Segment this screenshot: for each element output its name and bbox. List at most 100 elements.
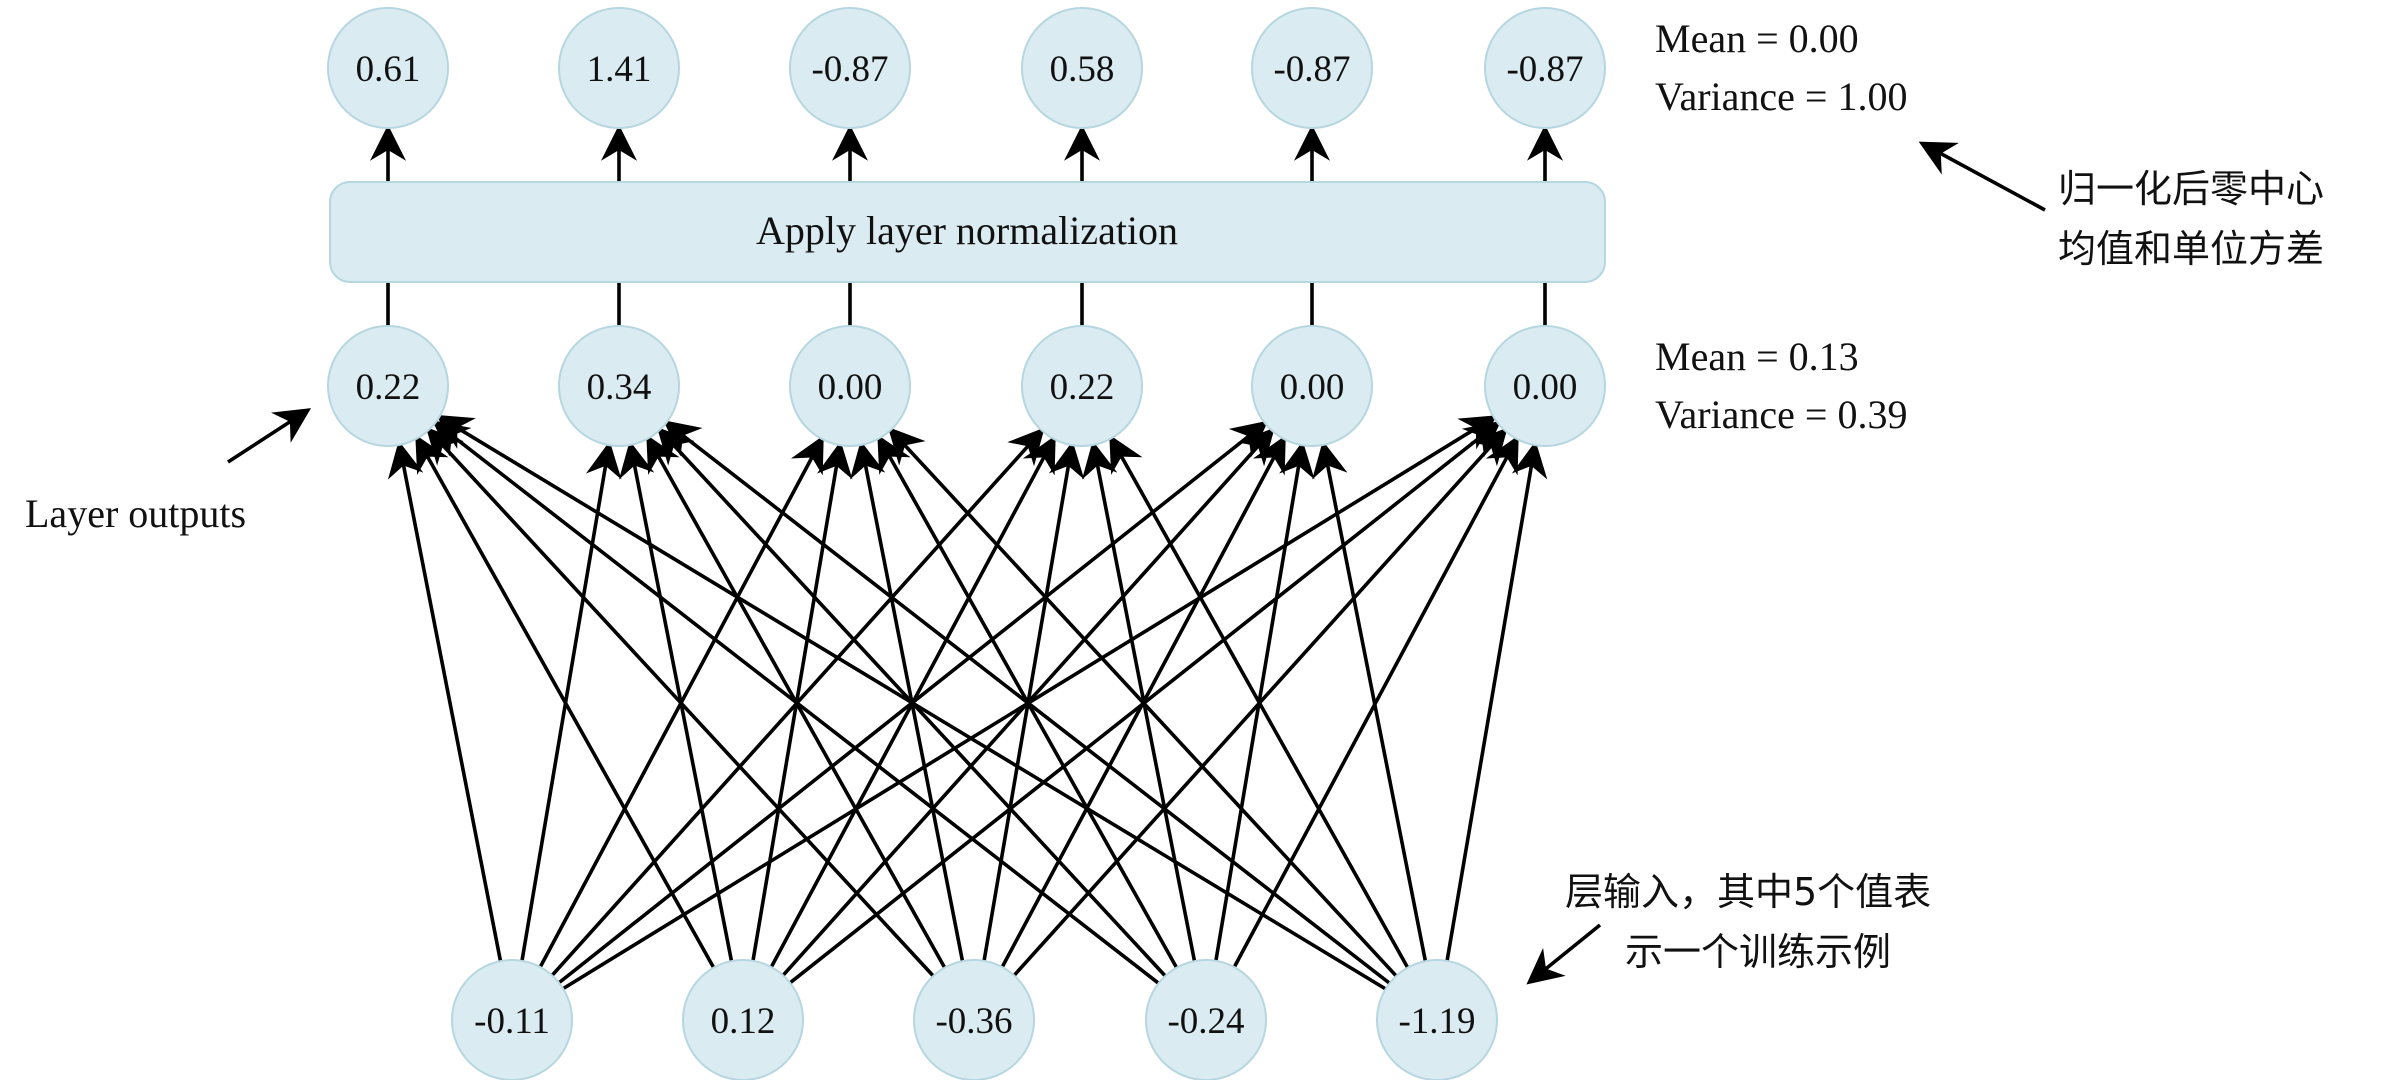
- input-to-output-arrow: [1219, 435, 1519, 992]
- input-to-output-arrow: [887, 426, 1416, 998]
- input-to-output-arrow: [387, 440, 508, 988]
- after-normalization-stats: Mean = 0.00 Variance = 1.00: [1655, 16, 1907, 119]
- normalized-output-node: -0.87: [1484, 7, 1606, 129]
- layer-input-node-value: -0.36: [935, 1001, 1012, 1042]
- layer-output-node: 0.00: [1484, 325, 1606, 447]
- input-to-output-arrow: [767, 420, 1502, 1001]
- layer-input-node: 0.12: [682, 959, 804, 1080]
- input-to-output-arrow: [987, 435, 1286, 992]
- before-variance: Variance = 0.39: [1655, 392, 1907, 437]
- input-to-output-arrow: [415, 434, 729, 993]
- normalized-output-node-value: 1.41: [587, 49, 652, 90]
- input-to-output-arrow: [1440, 441, 1548, 988]
- connection-arrows: [387, 414, 1548, 1005]
- layer-output-node: 0.22: [1021, 325, 1143, 447]
- layer-input-node-circle: [913, 959, 1035, 1080]
- input-to-output-arrow: [618, 440, 739, 988]
- normalized-output-nodes: 0.61 1.41 -0.87 0.58 -0.87 -0.87: [327, 7, 1606, 129]
- layer-output-node: 0.34: [558, 325, 680, 447]
- normalized-output-node-circle: [1251, 7, 1373, 129]
- layer-input-node-value: -0.11: [474, 1001, 550, 1042]
- inputs-note-line2: 示一个训练示例: [1625, 930, 1891, 974]
- before-mean: Mean = 0.13: [1655, 334, 1859, 379]
- layer-input-node: -0.24: [1145, 959, 1267, 1080]
- before-normalization-stats: Mean = 0.13 Variance = 0.39: [1655, 334, 1907, 437]
- layer-output-node-value: 0.22: [356, 367, 421, 408]
- input-to-output-arrow: [432, 420, 1182, 1002]
- layer-input-nodes: -0.11 0.12 -0.36 -0.24 -1.19: [451, 959, 1498, 1080]
- input-to-output-arrow: [1209, 441, 1315, 988]
- after-mean: Mean = 0.00: [1655, 16, 1859, 61]
- inputs-note-arrow: [1526, 923, 1602, 985]
- normalized-note-line1: 归一化后零中心: [2058, 167, 2324, 211]
- normalized-output-node-circle: [327, 7, 449, 129]
- input-to-output-arrow: [525, 435, 824, 992]
- normalized-output-node: -0.87: [789, 7, 911, 129]
- normalized-output-node-value: 0.58: [1050, 49, 1115, 90]
- layer-output-node-circle: [327, 325, 449, 447]
- normalized-output-node-value: -0.87: [1506, 49, 1583, 90]
- layer-output-node-circle: [558, 325, 680, 447]
- normalized-output-node-value: -0.87: [811, 49, 888, 90]
- input-to-output-arrow: [532, 427, 1045, 997]
- input-to-output-arrow: [994, 427, 1508, 997]
- normalized-output-node: 0.61: [327, 7, 449, 129]
- layer-input-node-circle: [682, 959, 804, 1080]
- input-to-output-arrow: [663, 420, 1413, 1002]
- layer-outputs-arrow: [227, 408, 312, 464]
- inputs-note: 层输入，其中5个值表 示一个训练示例: [1526, 870, 1931, 985]
- layer-output-node-value: 0.00: [1513, 367, 1578, 408]
- layer-output-node-circle: [1251, 325, 1373, 447]
- layer-input-node-circle: [451, 959, 573, 1080]
- normalized-output-node: 1.41: [558, 7, 680, 129]
- input-to-output-arrow: [656, 426, 1185, 998]
- normalization-box-label: Apply layer normalization: [756, 208, 1178, 253]
- layer-input-node: -1.19: [1376, 959, 1498, 1080]
- layer-outputs-annotation: Layer outputs: [25, 408, 312, 536]
- input-to-output-arrow: [977, 441, 1085, 988]
- normalization-connectors: [370, 124, 1563, 326]
- layer-input-node: -0.11: [451, 959, 573, 1080]
- input-to-output-arrow: [877, 434, 1192, 993]
- input-to-output-arrow: [746, 441, 853, 988]
- normalized-output-node-circle: [1484, 7, 1606, 129]
- input-to-output-arrow: [1109, 434, 1423, 993]
- layer-output-node-value: 0.34: [587, 367, 652, 408]
- layer-output-node-value: 0.22: [1050, 367, 1115, 408]
- normalized-note-arrow: [1918, 141, 2046, 212]
- input-to-output-arrow: [536, 420, 1269, 1001]
- normalized-output-node-circle: [1021, 7, 1143, 129]
- layer-input-node: -0.36: [913, 959, 1035, 1080]
- input-to-output-arrow: [1312, 440, 1433, 988]
- layer-input-node-value: 0.12: [711, 1001, 776, 1042]
- layer-input-node-value: -0.24: [1167, 1001, 1244, 1042]
- layer-output-node: 0.00: [789, 325, 911, 447]
- input-to-output-arrow: [539, 415, 1498, 1005]
- normalized-output-node: 0.58: [1021, 7, 1143, 129]
- layer-input-node-value: -1.19: [1398, 1001, 1475, 1042]
- input-to-output-arrow: [515, 441, 622, 988]
- input-to-output-arrow: [425, 426, 953, 997]
- normalized-output-node-value: -0.87: [1273, 49, 1350, 90]
- normalized-output-node-circle: [558, 7, 680, 129]
- input-to-output-arrow: [646, 434, 960, 993]
- input-to-output-arrow: [756, 435, 1056, 992]
- normalized-note-line2: 均值和单位方差: [2058, 227, 2324, 271]
- layer-output-node-value: 0.00: [818, 367, 883, 408]
- input-to-output-arrow: [435, 414, 1410, 1005]
- after-variance: Variance = 1.00: [1655, 74, 1907, 119]
- normalized-note: 归一化后零中心 均值和单位方差: [1918, 141, 2324, 271]
- layer-outputs-label: Layer outputs: [25, 491, 246, 536]
- normalized-output-node: -0.87: [1251, 7, 1373, 129]
- normalized-output-node-value: 0.61: [356, 49, 421, 90]
- layer-output-nodes: 0.22 0.34 0.00 0.22 0.00 0.00: [327, 325, 1606, 447]
- inputs-note-line1: 层输入，其中5个值表: [1565, 870, 1931, 914]
- input-to-output-arrow: [849, 440, 970, 988]
- layer-output-node-circle: [1484, 325, 1606, 447]
- normalization-box: Apply layer normalization: [329, 181, 1606, 283]
- layer-output-node-circle: [789, 325, 911, 447]
- layer-output-node-circle: [1021, 325, 1143, 447]
- layer-input-node-circle: [1145, 959, 1267, 1080]
- input-to-output-arrow: [763, 427, 1275, 997]
